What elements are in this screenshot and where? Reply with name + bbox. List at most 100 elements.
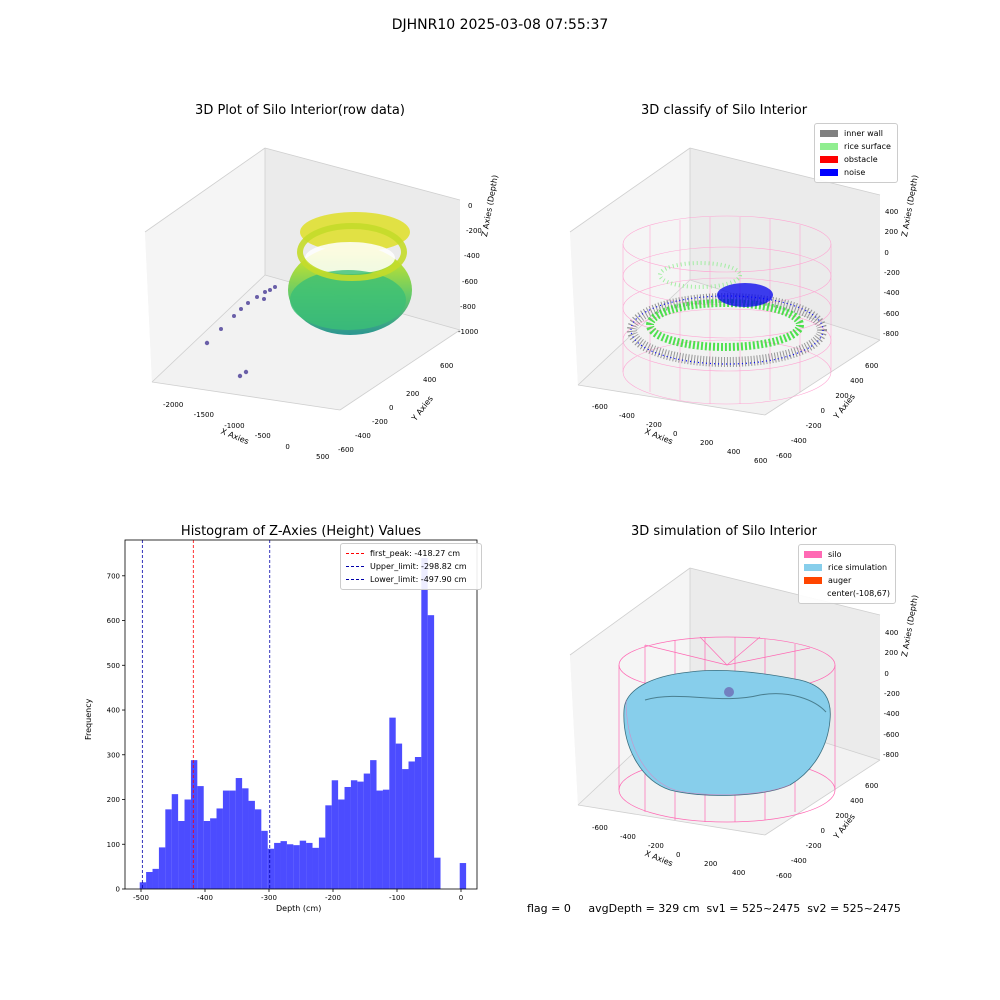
raw-ytick: -600 [338,446,354,454]
classify-xtick: 200 [700,439,714,447]
classify-xtick: 0 [673,430,678,438]
classify-xtick: -600 [592,403,608,411]
status-footer: flag = 0 avgDepth = 329 cm sv1 = 525~247… [520,889,901,915]
classify-ytick: 200 [835,392,849,400]
classify-legend-swatch [820,143,838,150]
simulation-ytick: -200 [805,842,822,850]
classify-legend-label: obstacle [844,155,878,164]
raw-xtick: 0 [285,442,290,451]
raw-xtick: -500 [254,432,271,441]
classify-legend-label: rice surface [844,142,891,151]
simulation-legend-swatch [804,577,822,584]
classify-xtick: 600 [754,457,768,465]
simulation-legend-label: center(-108,67) [827,589,890,598]
simulation-legend-label: silo [828,550,842,559]
classify-legend-item: inner wall [820,127,892,140]
raw-xtick: -2000 [163,401,184,409]
simulation-legend-swatch [804,564,822,571]
simulation-surface [618,636,836,823]
simulation-legend-swatch [804,590,821,597]
simulation-ytick: -400 [790,857,807,865]
classify-legend-item: noise [820,166,892,179]
histogram-xlabel: Depth (cm) [276,904,322,913]
avg-depth-text: avgDepth = 329 cm sv1 = 525~2475 sv2 = 5… [588,902,901,915]
simulation-ztick: 200 [884,649,899,658]
raw-ytick: 0 [389,404,394,412]
simulation-legend-item: rice simulation [804,561,890,574]
simulation-ztick: -400 [883,710,900,719]
simulation-legend-item: center(-108,67) [804,587,890,600]
histogram-legend-item: first_peak: -418.27 cm [346,547,476,560]
simulation-ztick: 400 [885,629,899,637]
raw-xtick: -1000 [224,421,245,430]
histogram-legend-swatch [346,553,364,554]
histogram-ylabel: Frequency [84,698,93,740]
classify-plot-title: 3D classify of Silo Interior [640,103,808,118]
histogram-legend: first_peak: -418.27 cm Upper_limit: -298.… [340,543,482,590]
classify-xtick: -200 [646,421,662,429]
raw-point-cloud [204,212,412,379]
histogram-title: Histogram of Z-Axies (Height) Values [180,524,422,539]
simulation-xtick: -600 [592,824,608,832]
raw-ytick: 200 [406,390,420,398]
classify-ytick: 600 [865,362,879,370]
classify-legend-label: noise [844,168,866,177]
histogram-legend-label: Upper_limit: -298.82 cm [370,562,467,571]
classify-legend-swatch [820,169,838,176]
simulation-ytick: 600 [865,782,879,790]
flag-text: flag = 0 [527,902,571,915]
classify-xtick: 400 [727,448,741,456]
classify-legend-label: inner wall [844,129,884,138]
raw-ytick: 400 [423,376,437,384]
histogram-legend-swatch [346,579,364,580]
classify-ytick: 400 [850,377,864,385]
simulation-legend-label: rice simulation [828,563,888,572]
simulation-xtick: 0 [676,851,681,859]
simulation-xtick: 200 [704,860,718,868]
simulation-ztick: -600 [883,730,900,739]
simulation-xtick: -400 [620,833,636,841]
histogram-legend-item: Upper_limit: -298.82 cm [346,560,476,573]
simulation-legend-swatch [804,551,822,558]
simulation-xtick: -200 [648,842,664,850]
raw-ytick: -400 [355,432,371,440]
raw-ytick: 600 [440,362,454,370]
classify-ztick: 200 [884,228,899,237]
raw-ztick: -1000 [458,328,479,336]
classify-axes-box [569,147,881,416]
raw-xtick: -1500 [193,411,214,420]
classify-legend-swatch [820,130,838,137]
classify-legend-item: rice surface [820,140,892,153]
histogram-legend-item: Lower_limit: -497.90 cm [346,573,476,586]
classify-legend-swatch [820,156,838,163]
simulation-ytick: 400 [850,797,864,805]
histogram-legend-label: Lower_limit: -497.90 cm [370,575,467,584]
simulation-plot-title: 3D simulation of Silo Interior [631,524,817,539]
raw-ztick: -800 [460,302,476,311]
raw-ztick: -600 [462,277,478,286]
figure-title: DJHNR10 2025-03-08 07:55:37 [391,17,609,33]
raw-ztick: 0 [468,202,473,210]
classify-legend-item: obstacle [820,153,892,166]
classify-ytick: 0 [820,407,825,415]
raw-ztick: -200 [466,227,482,236]
histogram-legend-label: first_peak: -418.27 cm [370,549,461,558]
classify-ztick: -400 [883,289,900,298]
classify-ztick: 0 [884,248,889,257]
raw-xtick: 500 [316,453,330,461]
simulation-ztick: 0 [884,669,889,678]
simulation-legend-item: silo [804,548,890,561]
raw-ztick: -400 [464,252,480,261]
simulation-ztick: -200 [884,690,900,698]
classify-xtick: -400 [619,412,635,420]
simulation-ytick: 200 [835,812,849,820]
simulation-xtick: 400 [732,869,746,877]
classify-point-cloud [622,215,832,405]
simulation-legend-item: auger [804,574,890,587]
simulation-legend: silo rice simulation auger center(-108,67) [798,544,896,604]
classify-ytick: -400 [790,437,807,445]
simulation-legend-label: auger [828,576,852,585]
raw-plot-title: 3D Plot of Silo Interior(row data) [195,103,405,118]
simulation-ytick: -600 [776,872,792,880]
